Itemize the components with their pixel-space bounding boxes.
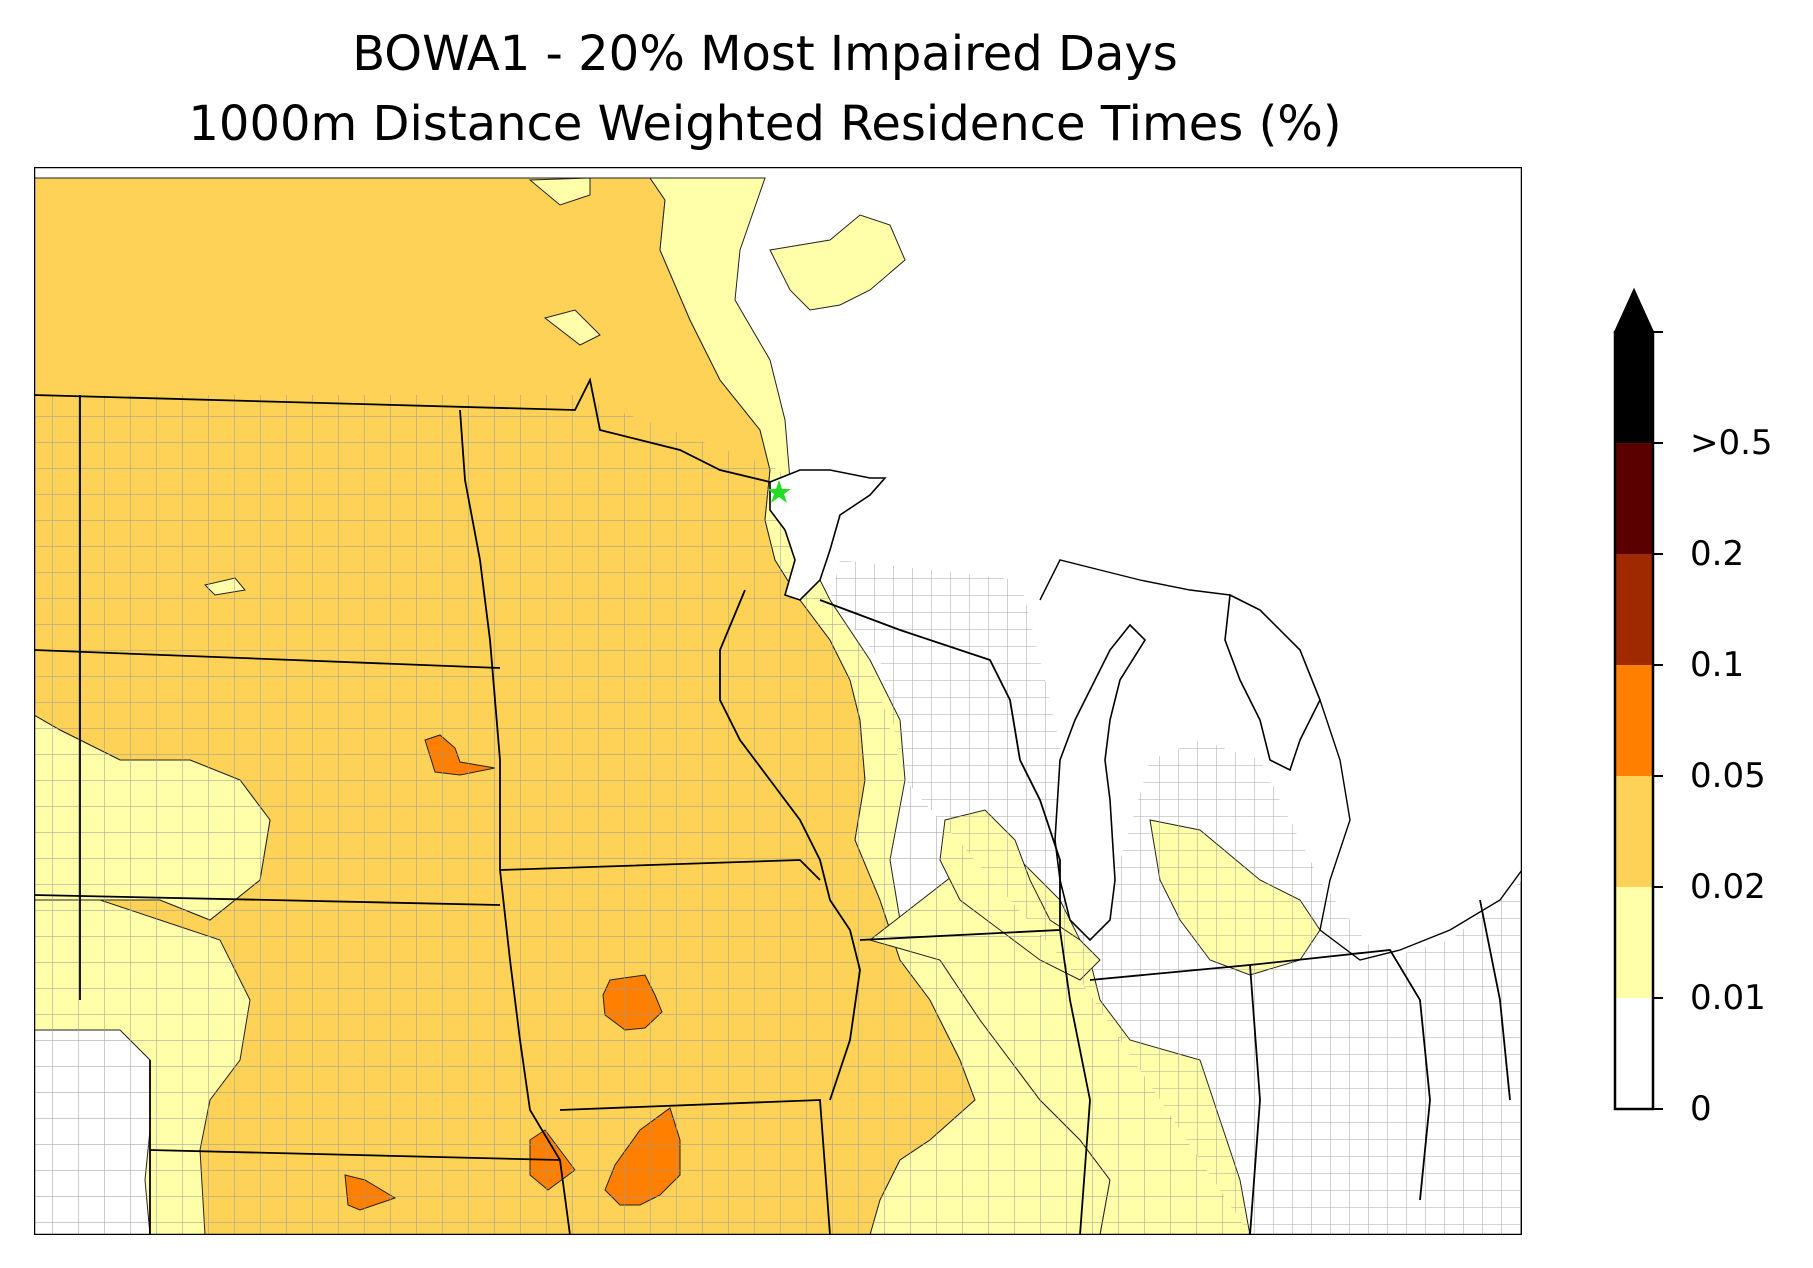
colorbar-segment-4 — [1615, 554, 1653, 665]
colorbar-extend-arrow — [1613, 287, 1655, 333]
lake-huron — [1224, 593, 1321, 772]
colorbar-segment-2 — [1615, 776, 1653, 887]
colorbar-tick-label: 0.02 — [1690, 867, 1766, 907]
colorbar-segment-extend — [1615, 332, 1653, 443]
state-borders — [34, 377, 1511, 1235]
star-icon — [767, 480, 791, 503]
shoreline — [1039, 559, 1522, 961]
colorbar-segment-3 — [1615, 665, 1653, 776]
map-title-line1: BOWA1 - 20% Most Impaired Days — [352, 26, 1178, 82]
lake-michigan — [1054, 623, 1147, 942]
county-grid-west — [34, 395, 1250, 1235]
colorbar-segment-0 — [1615, 998, 1653, 1109]
county-grid-east — [830, 560, 1522, 1235]
lake-superior — [769, 469, 887, 601]
colorbar-tick-label: 0.1 — [1690, 645, 1745, 685]
contour-blob-north1 — [769, 214, 906, 311]
colorbar — [1613, 287, 1663, 1111]
contour-blob-north3 — [543, 309, 601, 346]
colorbar-tick-label: 0.01 — [1690, 978, 1766, 1018]
contour-blob-north2 — [528, 177, 591, 206]
colorbar-segment-5 — [1615, 443, 1653, 554]
colorbar-tick-label: 0.2 — [1690, 534, 1745, 574]
map-title-line2: 1000m Distance Weighted Residence Times … — [188, 96, 1342, 152]
colorbar-tick-label: 0.05 — [1690, 756, 1766, 796]
colorbar-tick-label: 0 — [1690, 1089, 1712, 1129]
colorbar-tick-label: >0.5 — [1690, 423, 1773, 463]
colorbar-segment-1 — [1615, 887, 1653, 998]
